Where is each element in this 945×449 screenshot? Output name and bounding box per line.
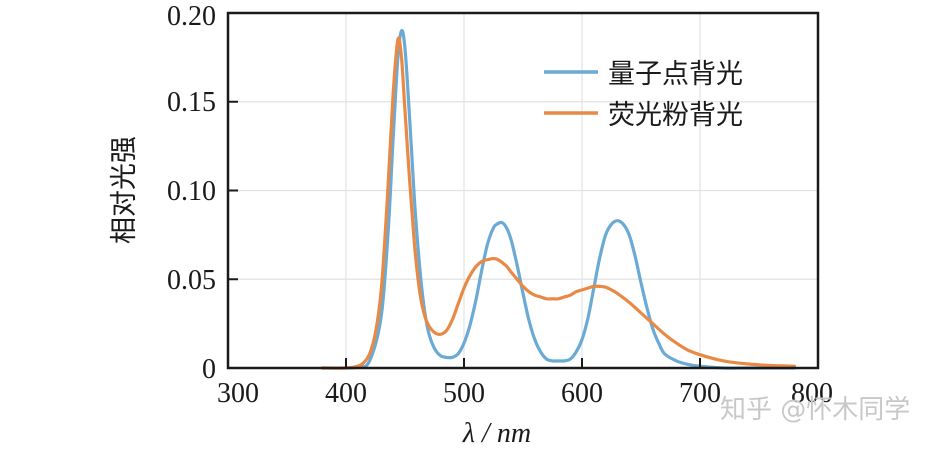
legend-item-quantum-dot: 量子点背光: [544, 59, 743, 90]
x-tick-label: 500: [443, 378, 485, 409]
x-ticks: [345, 358, 701, 368]
x-axis-title: λ / nm: [462, 418, 531, 449]
x-tick-label: 700: [679, 378, 721, 409]
x-tick-label: 600: [561, 378, 603, 409]
y-tick-label: 0.10: [167, 176, 216, 207]
x-tick-label: 800: [791, 378, 833, 409]
x-tick-label: 400: [325, 378, 367, 409]
y-tick-label: 0.15: [167, 87, 216, 118]
y-tick-labels: 0.20 0.15 0.10 0.05 0: [167, 1, 216, 385]
y-tick-label: 0: [202, 354, 216, 385]
phosphor-backlight-curve: [320, 36, 796, 370]
legend-label: 量子点背光: [608, 59, 743, 90]
y-tick-label: 0.20: [167, 1, 216, 32]
watermark: 知乎 @怀木同学: [720, 395, 910, 425]
y-ticks: [228, 100, 238, 281]
x-tick-labels: 300 400 500 600 700 800: [217, 378, 833, 409]
y-axis-title: 相对光强: [109, 136, 140, 244]
legend-item-phosphor: 荧光粉背光: [544, 100, 743, 131]
legend-label: 荧光粉背光: [608, 100, 743, 131]
y-tick-label: 0.05: [167, 265, 216, 296]
x-tick-label: 300: [217, 378, 259, 409]
legend: 量子点背光 荧光粉背光: [544, 59, 743, 131]
